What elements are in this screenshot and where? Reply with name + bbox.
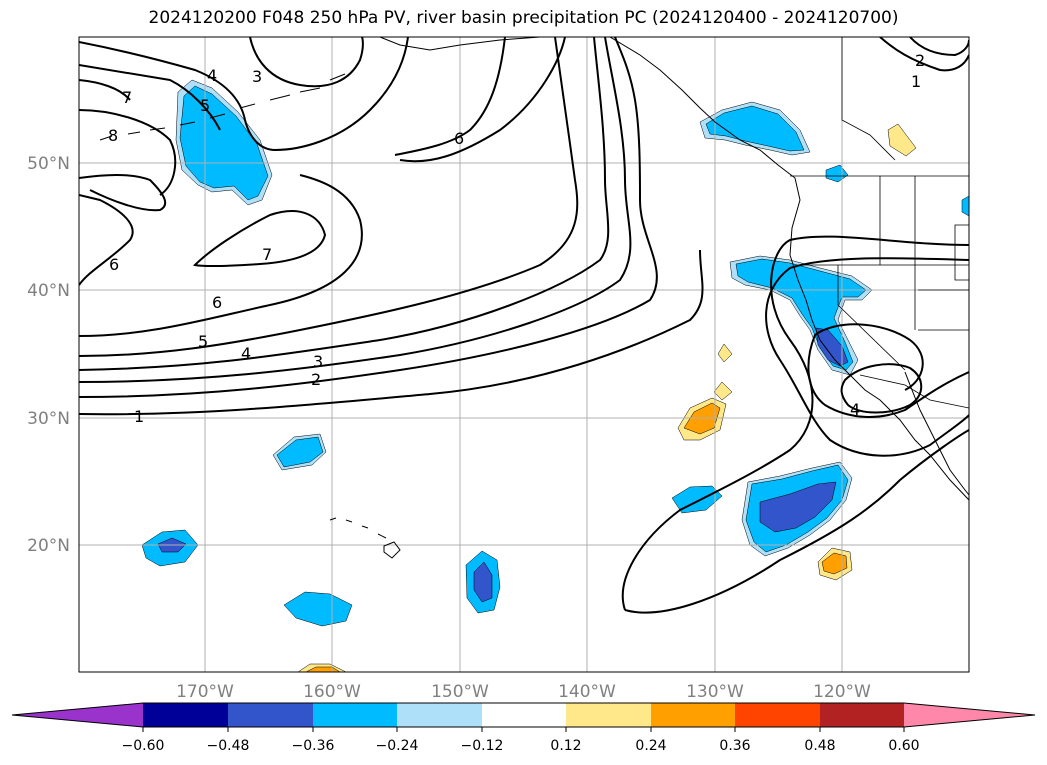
colorbar-ticks [142,727,905,732]
precip-region-negative [961,195,969,217]
precip-region-negative [179,85,269,201]
contour-label: 3 [313,352,323,371]
lon-label-150w: 150°W [431,682,489,702]
us-mexico-border [859,374,969,409]
colorbar-segment [566,703,651,727]
colorbar-segment [482,703,566,727]
contour-label: 5 [198,332,208,351]
graticule [79,37,969,672]
contour-label: 4 [241,344,251,363]
contour-label: 3 [252,67,262,86]
contour-label: 7 [262,245,272,264]
pv-contour-5 [79,37,579,357]
precip-region-negative [671,485,723,514]
baja-coastline [904,371,969,496]
pv-contour-7 [192,210,327,268]
precip-region-negative [276,436,324,468]
pv-contour-north-west-2 [79,64,221,131]
pv-contour-4 [79,37,610,371]
colorbar-tick-label: −0.36 [292,738,335,754]
colorbar-segment [651,703,735,727]
colorbar-extend-min [12,703,143,727]
pv-closed-low [840,363,923,414]
colorbar-segment [143,703,228,727]
contour-label: 6 [454,129,464,148]
us-state-borders [800,176,969,371]
map-frame [78,36,970,673]
pv-contour-low [249,37,364,88]
precip-region-negative [815,327,849,367]
colorbar-tick-label: 0.12 [550,738,581,754]
precip-region-negative [705,105,805,152]
contour-label: 2 [311,370,321,389]
alaska-canada-border [841,37,896,161]
contour-label: 8 [108,126,118,145]
lon-label-120w: 120°W [813,682,871,702]
lat-label-50n: 50°N [27,154,70,174]
map-title: 2024120200 F048 250 hPa PV, river basin … [148,8,899,28]
hawaii-islands [329,517,401,559]
colorbar-extend-max [904,703,1035,727]
pv-contour-1 [79,249,704,416]
colorbar-tick-label: 0.48 [804,738,835,754]
pv-trough-innermost [807,323,969,418]
pv-contour-north-east [879,37,969,72]
lat-label-20n: 20°N [27,536,70,556]
colorbar-segment [735,703,820,727]
precip-region-positive [713,381,733,401]
pv-contours [79,37,969,614]
contour-labels: 7 8 4 3 5 6 7 6 6 5 4 3 2 1 2 1 4 [108,51,925,426]
precip-region-negative [283,591,353,627]
colorbar: −0.60 −0.48 −0.36 −0.24 −0.12 0.12 0.24 … [11,702,1036,754]
lon-label-170w: 170°W [176,682,234,702]
colorbar-tick-label: 0.60 [888,738,919,754]
contour-label: 1 [134,407,144,426]
lon-label-140w: 140°W [558,682,616,702]
colorbar-tick-label: 0.36 [719,738,750,754]
colorbar-segment [228,703,313,727]
contour-label: 6 [212,293,222,312]
colorbar-tick-label: −0.24 [376,738,419,754]
contour-label: 7 [122,88,132,107]
colorbar-tick-label: 0.24 [635,738,666,754]
precip-region-positive [821,552,848,575]
pv-contour-3 [79,37,632,383]
latitude-labels: 50°N 40°N 30°N 20°N [27,154,70,556]
colorbar-tick-label: −0.48 [207,738,250,754]
precip-region-negative [473,561,493,603]
colorbar-segment [820,703,904,727]
precip-region-positive [717,343,733,363]
alaska-coastline [379,37,541,51]
map-panel: 7 8 4 3 5 6 7 6 6 5 4 3 2 1 2 1 4 [78,36,970,673]
longitude-labels: 170°W 160°W 150°W 140°W 130°W 120°W [176,682,871,702]
pv-contour-7-west [79,109,177,212]
contour-label: 6 [109,255,119,274]
pv-contour-north-west [79,37,409,152]
colorbar-segment [397,703,482,727]
precip-region-negative [759,481,837,533]
precip-shading [141,79,969,672]
contour-label: 4 [207,66,217,85]
pv-trough-inner [765,257,969,457]
colorbar-tick-label: −0.12 [461,738,504,754]
pv-contour-2 [79,37,658,398]
colorbar-tick-label: −0.60 [122,738,165,754]
political-borders [790,37,969,409]
lat-label-40n: 40°N [27,281,70,301]
pv-contour-6-west [79,194,134,286]
contour-label: 4 [850,400,860,419]
pv-contour-6-north [394,37,506,156]
lon-label-130w: 130°W [686,682,744,702]
precip-region-positive [887,123,917,157]
pv-contour-6 [79,37,566,337]
colorbar-segment [313,703,397,727]
pv-trough-outer [621,235,969,614]
contour-label: 1 [911,72,921,91]
contour-label: 5 [200,96,210,115]
contour-label: 2 [915,51,925,70]
lat-label-30n: 30°N [27,409,70,429]
lon-label-160w: 160°W [303,682,361,702]
